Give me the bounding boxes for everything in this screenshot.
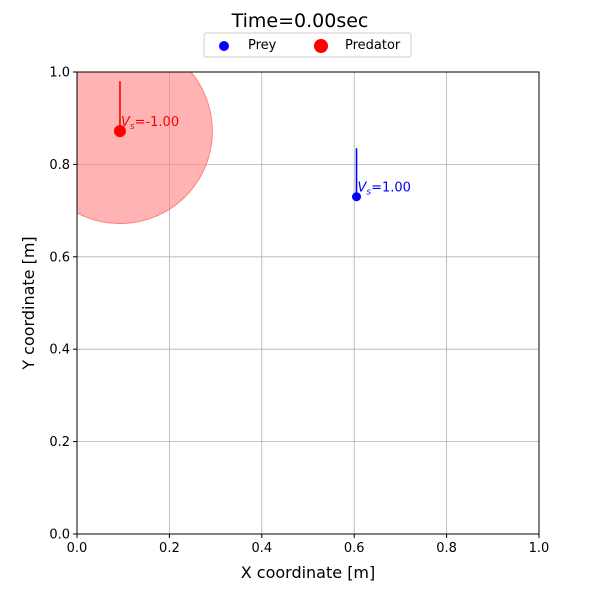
x-axis-title: X coordinate [m] [241,563,376,582]
predator-point [113,125,126,138]
legend-prey-marker [219,41,229,51]
x-tick-label: 0.2 [159,541,180,556]
prey-point [352,192,362,202]
prey-velocity-label: Vs=1.00 [358,181,411,198]
y-tick-label: 0.2 [49,435,70,450]
legend-prey-label: Prey [248,38,277,53]
ticks: 0.0 0.2 0.4 0.6 0.8 1.0 0.0 0.2 0.4 0.6 0.8 1.0 [49,66,549,557]
y-tick-label: 0.8 [49,158,70,173]
x-tick-label: 0.6 [344,541,365,556]
annotations: Vs=1.00 Vs=-1.00 [121,115,411,198]
x-tick-label: 0.4 [251,541,272,556]
y-axis-title: Y coordinate [m] [19,236,38,370]
x-tick-label: 1.0 [529,541,550,556]
x-tick-label: 0.8 [436,541,457,556]
predator-velocity-label: Vs=-1.00 [121,115,179,132]
plot-frame [76,71,540,535]
legend-predator-label: Predator [345,38,401,53]
plot-data [77,72,362,225]
y-tick-label: 1.0 [49,66,70,81]
legend: Prey Predator [203,32,412,58]
predator-sensing-circle [77,72,213,225]
y-tick-label: 0.6 [49,250,70,265]
legend-frame [203,32,412,58]
x-tick-label: 0.0 [67,541,88,556]
y-tick-label: 0.0 [49,528,70,543]
grid [76,71,540,535]
legend-predator-marker [314,39,328,53]
y-tick-label: 0.4 [49,343,70,358]
chart-title: Time=0.00sec [231,10,369,32]
